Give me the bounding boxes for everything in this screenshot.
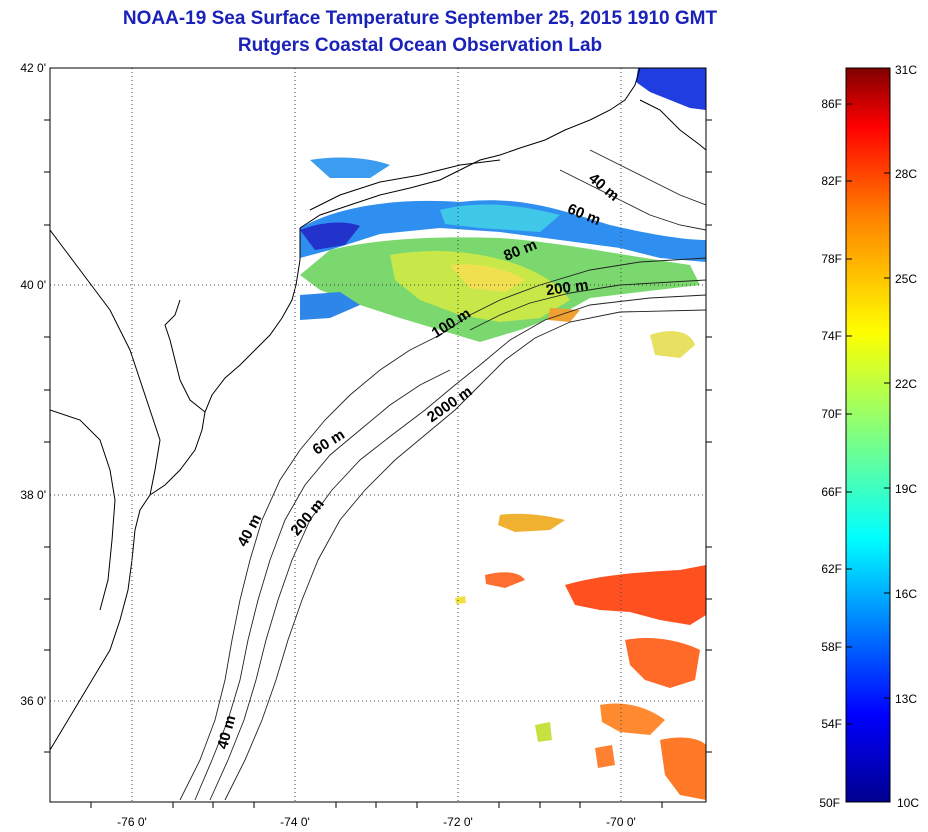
isobath-100m xyxy=(469,279,706,331)
sst-patch-warm-1 xyxy=(498,513,565,532)
colorbar-c-label: 10C xyxy=(897,796,919,810)
lat-label: 42 0' xyxy=(20,61,46,75)
colorbar-c-label: 28C xyxy=(895,167,917,181)
coastline-layer xyxy=(50,68,706,751)
axis-ticks xyxy=(44,119,712,808)
sst-patch-warm-7 xyxy=(595,745,615,768)
colorbar-f-label: 82F xyxy=(821,174,842,188)
lon-label: -70 0' xyxy=(606,815,636,829)
coastline-cape-cod xyxy=(639,99,706,151)
colorbar-f-label: 54F xyxy=(821,717,842,731)
sst-patch-warm-3 xyxy=(565,565,706,625)
lon-label: -74 0' xyxy=(280,815,310,829)
sst-data-layer xyxy=(300,68,706,800)
sst-patch-offshore-yellow xyxy=(650,331,695,358)
colorbar xyxy=(845,67,891,803)
lon-label: -76 0' xyxy=(117,815,147,829)
sst-patch-cyan xyxy=(440,204,560,232)
sst-patch-orange-small xyxy=(548,308,580,322)
coastline-new-england xyxy=(299,68,641,229)
sst-patch-warm-5 xyxy=(600,703,665,735)
sst-patch-warm-2 xyxy=(485,572,525,588)
lat-label: 40 0' xyxy=(20,278,46,292)
isobath-40m-north xyxy=(589,149,706,206)
isobath-label: 200 m xyxy=(287,496,327,540)
colorbar-f-label: 50F xyxy=(819,796,840,810)
map-title: NOAA-19 Sea Surface Temperature Septembe… xyxy=(122,8,718,29)
colorbar-c-label: 25C xyxy=(895,272,917,286)
colorbar-c-label: 31C xyxy=(895,63,917,77)
lat-label: 38 0' xyxy=(20,488,46,502)
colorbar-f-labels: 86F 82F 78F 74F 70F 66F 62F 58F 54F 50F xyxy=(819,97,842,810)
coastline-delaware-bay xyxy=(164,299,206,413)
coastline-inland-bay xyxy=(50,409,116,611)
isobath-label: 40 m xyxy=(234,511,265,549)
isobath-label: 40 m xyxy=(214,713,239,750)
isobath-60m-north xyxy=(559,169,706,231)
sst-patch-warm-6 xyxy=(660,737,706,800)
colorbar-f-label: 86F xyxy=(821,97,842,111)
sst-patch-warm-8 xyxy=(535,722,552,742)
colorbar-f-label: 78F xyxy=(821,252,842,266)
isobath-label: 200 m xyxy=(545,277,589,300)
colorbar-f-label: 70F xyxy=(821,407,842,421)
sst-patch-small-yellow xyxy=(455,596,466,604)
colorbar-f-label: 62F xyxy=(821,562,842,576)
lon-labels: -76 0' -74 0' -72 0' -70 0' xyxy=(117,815,636,829)
isobath-2000m xyxy=(224,309,706,801)
sst-patch-dark-blue xyxy=(300,222,360,250)
sst-patch-longisland xyxy=(310,157,390,178)
lat-label: 36 0' xyxy=(20,694,46,708)
colorbar-c-label: 13C xyxy=(895,692,917,706)
isobath-layer xyxy=(179,149,706,801)
colorbar-f-label: 66F xyxy=(821,485,842,499)
sst-patch-blue-band xyxy=(300,200,706,262)
sst-patch-blue-south xyxy=(300,292,360,320)
isobath-60m xyxy=(194,369,451,801)
isobath-label: 40 m xyxy=(585,170,622,205)
lat-labels: 42 0' 40 0' 38 0' 36 0' xyxy=(20,61,46,708)
colorbar-f-label: 58F xyxy=(821,640,842,654)
map-subtitle: Rutgers Coastal Ocean Observation Lab xyxy=(237,35,603,56)
coastline-chesapeake xyxy=(50,229,161,496)
sst-patch-warm-4 xyxy=(625,638,700,688)
coastline-longisland xyxy=(309,159,501,211)
lon-label: -72 0' xyxy=(443,815,473,829)
isobath-200m xyxy=(209,294,706,801)
colorbar-ticks xyxy=(846,103,890,725)
colorbar-c-label: 19C xyxy=(895,482,917,496)
isobath-80m xyxy=(439,257,706,336)
colorbar-f-label: 74F xyxy=(821,329,842,343)
map-frame xyxy=(49,67,707,803)
sst-patch-cold-north xyxy=(636,68,706,110)
graticule xyxy=(50,68,706,802)
isobath-40m xyxy=(179,334,441,801)
coastline-main xyxy=(50,228,301,751)
colorbar-c-label: 22C xyxy=(895,377,917,391)
colorbar-c-label: 16C xyxy=(895,587,917,601)
colorbar-c-labels: 31C 28C 25C 22C 19C 16C 13C 10C xyxy=(895,63,919,810)
